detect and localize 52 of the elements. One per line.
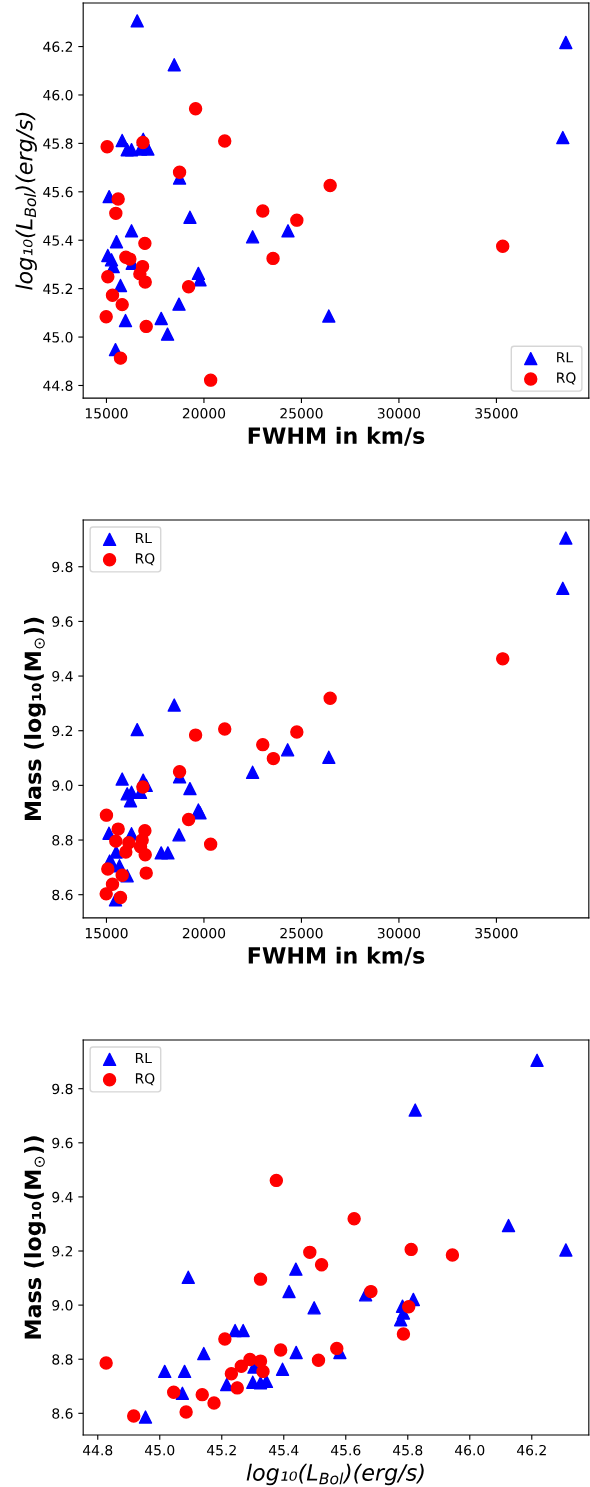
y-tick-label: 9.8	[52, 1083, 73, 1095]
y-tick-label: 9.2	[52, 1245, 73, 1257]
x-tick-label: 25000	[280, 408, 323, 419]
y-tick-label: 8.8	[52, 835, 73, 846]
y-tick-label: 9.6	[52, 616, 73, 627]
x-axis-title: FWHM in km/s	[248, 946, 425, 966]
legend-label: RQ	[135, 1073, 155, 1086]
y-tick-label: 8.6	[52, 1408, 73, 1419]
y-tick-label: 45.6	[43, 186, 73, 198]
x-tick-label: 15000	[85, 408, 128, 419]
y-axis-title: Mass (log₁₀(M$_{⊙}$))	[24, 1136, 46, 1339]
y-tick-label: 9.6	[52, 1137, 73, 1149]
x-tick-label: 45.4	[268, 1445, 299, 1456]
x-tick-label: 44.8	[82, 1444, 113, 1456]
x-tick-label: 45.6	[330, 1444, 361, 1456]
x-tick-label: 15000	[85, 927, 128, 939]
y-axis-title: log₁₀(L$_{Bol}$)(erg/s)	[15, 112, 37, 290]
x-tick-label: 20000	[182, 927, 226, 939]
y-tick-label: 8.8	[52, 1354, 73, 1365]
y-tick-label: 9.8	[52, 561, 73, 573]
legend-label: RQ	[135, 553, 155, 566]
y-tick-label: 46.0	[43, 89, 73, 101]
y-tick-label: 9.2	[52, 725, 73, 737]
x-tick-label: 46.2	[516, 1444, 546, 1456]
y-tick-label: 8.6	[52, 889, 73, 901]
y-tick-label: 46.2	[43, 41, 73, 53]
x-axis-title: FWHM in km/s	[248, 426, 425, 446]
y-tick-label: 9.0	[52, 1300, 73, 1311]
x-tick-label: 46.0	[454, 1444, 485, 1456]
x-tick-label: 30000	[377, 408, 421, 419]
x-tick-label: 30000	[377, 927, 421, 939]
x-tick-label: 45.0	[144, 1444, 175, 1456]
y-tick-label: 45.4	[43, 235, 73, 246]
y-tick-label: 9.4	[52, 1191, 73, 1203]
x-tick-label: 25000	[280, 927, 323, 939]
legend-label: RL	[135, 1052, 152, 1064]
x-tick-label: 45.8	[392, 1444, 423, 1456]
legend-label: RL	[557, 352, 574, 363]
legend-label: RL	[135, 532, 152, 544]
y-tick-label: 9.0	[52, 780, 73, 791]
y-tick-label: 9.4	[52, 671, 73, 682]
y-tick-label: 45.0	[43, 332, 73, 343]
y-tick-label: 44.8	[43, 380, 73, 391]
y-tick-label: 45.8	[43, 138, 73, 149]
x-axis-title: log₁₀(L$_{Bol}$)(erg/s)	[246, 1463, 424, 1486]
x-tick-label: 35000	[475, 408, 518, 419]
x-tick-label: 45.2	[206, 1444, 236, 1456]
legend-label: RQ	[557, 372, 576, 385]
x-tick-label: 20000	[182, 408, 226, 419]
y-tick-label: 45.2	[43, 283, 73, 295]
y-axis-title: Mass (log₁₀(M$_{⊙}$))	[24, 617, 46, 821]
x-tick-label: 35000	[475, 927, 518, 939]
